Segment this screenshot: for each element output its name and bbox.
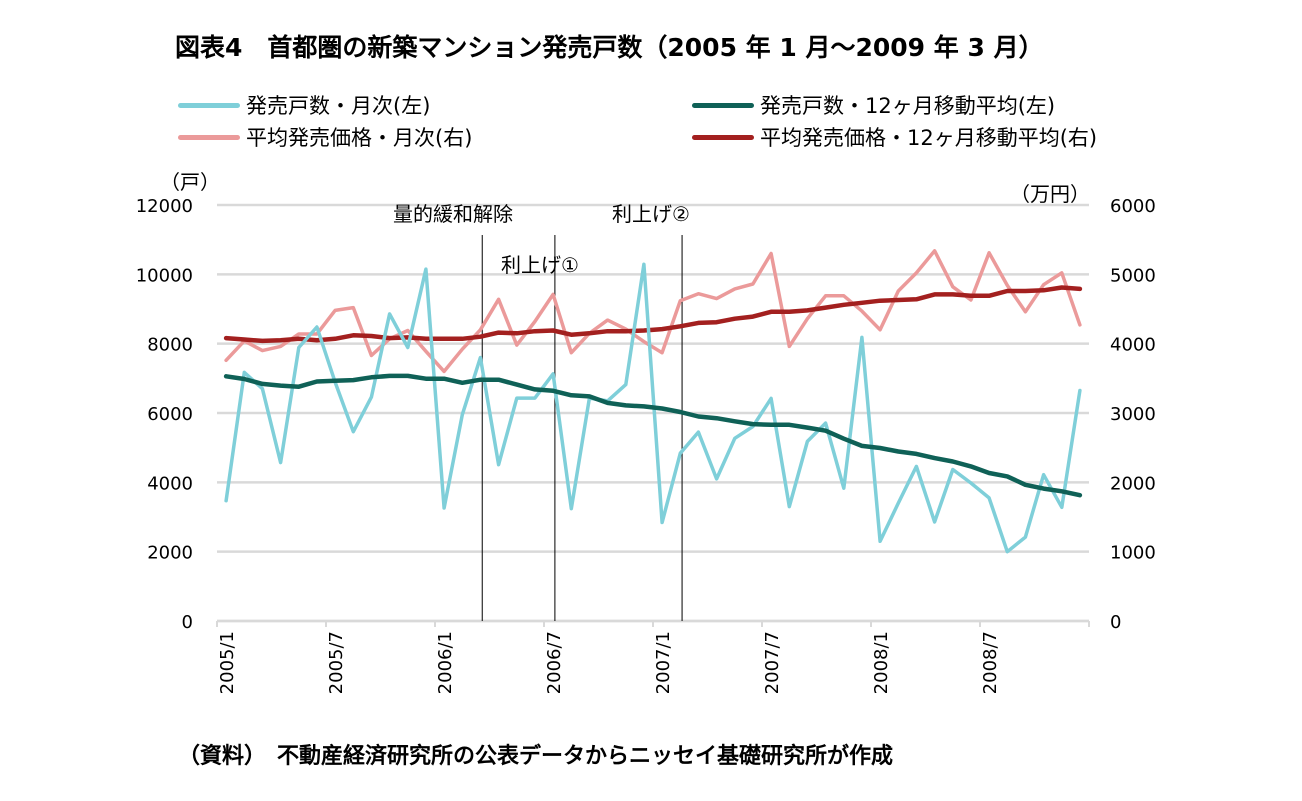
y-left-tick-label: 2000: [147, 543, 193, 564]
event-label: 利上げ②: [612, 202, 690, 226]
x-tick-label: 2008/7: [980, 631, 1001, 694]
y-right-tick-label: 1000: [1110, 543, 1156, 564]
y-right-tick-label: 5000: [1110, 265, 1156, 286]
y-right-tick-label: 2000: [1110, 473, 1156, 494]
y-left-tick-label: 4000: [147, 473, 193, 494]
y-right-tick-label: 3000: [1110, 404, 1156, 425]
y-left-tick-label: 8000: [147, 335, 193, 356]
legend-label: 平均発売価格・月次(右): [246, 126, 473, 150]
x-tick-label: 2006/7: [544, 631, 565, 694]
y-right-tick-label: 0: [1110, 612, 1121, 633]
legend-swatch-ma-price: [692, 134, 754, 140]
left-axis-unit: （戸）: [160, 170, 220, 194]
x-tick-label: 2008/1: [871, 631, 892, 694]
legend-label: 発売戸数・月次(左): [246, 94, 431, 118]
y-right-tick-label: 4000: [1110, 335, 1156, 356]
legend-swatch-ma-units: [692, 102, 754, 108]
y-left-tick-label: 6000: [147, 404, 193, 425]
y-right-tick-label: 6000: [1110, 196, 1156, 217]
x-tick-label: 2007/7: [762, 631, 783, 694]
x-tick-label: 2007/1: [653, 631, 674, 694]
series-1: [223, 373, 1083, 498]
x-axis: 2005/1 2005/7 2006/1 2006/7 2007/1 2007/7 2008…: [216, 619, 1090, 694]
legend-swatch-monthly-price: [178, 134, 240, 140]
event-lines: [481, 235, 683, 621]
chart-title: 図表4 首都圏の新築マンション発売戸数（2005 年 1 月～2009 年 3 …: [175, 33, 1044, 62]
event-label: 利上げ①: [501, 253, 579, 277]
y-left-tick-label: 0: [182, 612, 193, 633]
right-axis-unit: （万円）: [1010, 182, 1090, 206]
series-2: [224, 249, 1082, 374]
legend-item-monthly-units: 発売戸数・月次(左): [178, 90, 430, 120]
x-tick-label: 2006/1: [435, 631, 456, 694]
series-line: [224, 262, 1082, 554]
series-line: [223, 285, 1083, 344]
legend-label: 平均発売価格・12ヶ月移動平均(右): [760, 126, 1098, 150]
series-lines: [223, 249, 1083, 554]
y-left-tick-label: 12000: [136, 196, 193, 217]
right-axis-ticks: 0 1000 2000 3000 4000 5000 6000: [1110, 196, 1156, 633]
legend-label: 発売戸数・12ヶ月移動平均(左): [760, 94, 1056, 118]
legend-item-ma-price: 平均発売価格・12ヶ月移動平均(右): [692, 122, 1097, 152]
x-tick-label: 2005/1: [217, 631, 238, 694]
legend-swatch-monthly-units: [178, 102, 240, 108]
legend-item-monthly-price: 平均発売価格・月次(右): [178, 122, 472, 152]
legend-item-ma-units: 発売戸数・12ヶ月移動平均(左): [692, 90, 1055, 120]
left-axis-ticks: 0 2000 4000 6000 8000 10000 12000: [136, 196, 193, 633]
series-line: [223, 373, 1083, 498]
event-label: 量的緩和解除: [393, 202, 513, 226]
series-0: [224, 262, 1082, 554]
source-note: （資料） 不動産経済研究所の公表データからニッセイ基礎研究所が作成: [178, 744, 894, 769]
series-3: [223, 285, 1083, 344]
x-tick-label: 2005/7: [326, 631, 347, 694]
y-left-tick-label: 10000: [136, 265, 193, 286]
series-line: [224, 249, 1082, 374]
